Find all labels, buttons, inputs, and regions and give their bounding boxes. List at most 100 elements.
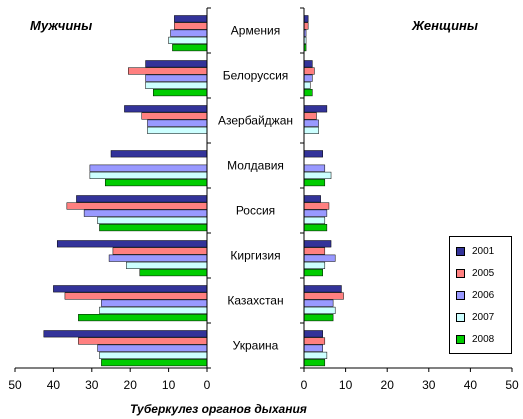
women-panel-title: Женщины <box>411 18 478 33</box>
bar-women-2006-6 <box>303 299 334 307</box>
category-labels: Армения Белоруссия Азербайджан Молдавия Росс… <box>218 24 293 353</box>
bar-men-2008-6 <box>78 314 208 322</box>
legend-label: 2005 <box>472 267 495 279</box>
bar-women-2008-1 <box>303 89 313 97</box>
bar-men-2001-7 <box>43 330 208 338</box>
bar-women-2005-1 <box>303 67 315 75</box>
legend-label: 2001 <box>472 245 495 257</box>
bar-women-2007-3 <box>303 171 332 179</box>
bar-women-2006-2 <box>303 119 319 127</box>
bar-women-2007-4 <box>303 216 326 224</box>
bar-men-2007-2 <box>147 126 208 134</box>
bar-men-2008-5 <box>139 269 208 277</box>
bar-women-2008-6 <box>303 314 334 322</box>
legend-item-2006: 2006 <box>456 289 494 301</box>
tick-label-men-50: 50 <box>8 378 22 392</box>
tick-label-men-0: 0 <box>204 378 211 392</box>
legend-swatch <box>456 268 465 278</box>
bar-women-2005-4 <box>303 202 330 210</box>
bar-men-2007-0 <box>168 36 208 44</box>
men-panel-title: Мужчины <box>30 18 92 33</box>
tick-label-men-30: 30 <box>85 378 99 392</box>
bar-men-2005-4 <box>66 202 208 210</box>
bar-women-2001-2 <box>303 105 328 113</box>
legend-item-2008: 2008 <box>456 333 494 345</box>
bar-men-2007-3 <box>89 171 208 179</box>
category-label: Киргизия <box>230 249 280 263</box>
tick-label-women-0: 0 <box>301 378 308 392</box>
bar-women-2008-4 <box>303 224 328 232</box>
bar-men-2008-1 <box>152 89 208 97</box>
bar-men-2005-1 <box>128 67 208 75</box>
bar-women-2007-7 <box>303 351 328 359</box>
bar-men-2006-2 <box>147 119 208 127</box>
bar-women-2006-3 <box>303 164 326 172</box>
bar-men-2007-6 <box>99 306 208 314</box>
women-bars <box>303 15 344 367</box>
tick-label-women-10: 10 <box>339 378 353 392</box>
bar-men-2006-4 <box>83 209 208 217</box>
bar-men-2006-1 <box>145 74 208 82</box>
bar-men-2008-4 <box>99 224 208 232</box>
bar-women-2001-1 <box>303 60 313 68</box>
bar-men-2008-3 <box>104 179 208 187</box>
bar-men-2005-2 <box>141 112 208 120</box>
bar-women-2007-5 <box>303 261 326 269</box>
legend-label: 2008 <box>472 333 495 345</box>
bar-men-2005-0 <box>174 22 208 30</box>
axis-ticks: 50 40 30 20 10 0 0 10 20 30 40 50 <box>8 7 519 392</box>
category-label: Россия <box>236 204 275 218</box>
bar-women-2001-7 <box>303 330 323 338</box>
bar-men-2006-0 <box>170 29 208 37</box>
bar-men-2006-7 <box>97 344 208 352</box>
bar-men-2006-6 <box>101 299 208 307</box>
legend-item-2005: 2005 <box>456 267 494 279</box>
bar-women-2005-0 <box>303 22 309 30</box>
bar-women-2005-2 <box>303 112 317 120</box>
bar-women-2001-3 <box>303 150 323 158</box>
tick-label-men-40: 40 <box>47 378 61 392</box>
bar-men-2005-7 <box>78 337 208 345</box>
bar-women-2005-5 <box>303 247 326 255</box>
bar-women-2006-4 <box>303 209 328 217</box>
bar-women-2001-6 <box>303 285 342 293</box>
bar-women-2006-1 <box>303 74 313 82</box>
bar-men-2007-4 <box>97 216 208 224</box>
bar-women-2006-5 <box>303 254 336 262</box>
category-label: Украина <box>233 339 279 353</box>
bar-men-2001-5 <box>56 240 208 248</box>
tick-label-women-50: 50 <box>505 378 519 392</box>
legend-swatch <box>456 246 465 256</box>
tick-label-men-10: 10 <box>162 378 176 392</box>
tick-label-women-30: 30 <box>422 378 436 392</box>
bar-men-2007-5 <box>126 261 208 269</box>
bar-men-2001-2 <box>124 105 208 113</box>
bar-women-2007-1 <box>303 81 311 89</box>
category-label: Белоруссия <box>223 69 289 83</box>
bar-women-2001-5 <box>303 240 332 248</box>
bar-women-2006-7 <box>303 344 323 352</box>
bar-men-2001-6 <box>53 285 208 293</box>
men-bars <box>43 15 208 367</box>
bar-women-2008-3 <box>303 179 326 187</box>
x-axis-title: Туберкулез органов дыхания <box>130 402 307 416</box>
bar-women-2007-2 <box>303 126 319 134</box>
bar-men-2005-6 <box>64 292 208 300</box>
legend-swatch <box>456 290 465 300</box>
legend-swatch <box>456 334 465 344</box>
legend-label: 2006 <box>472 289 495 301</box>
bar-men-2005-5 <box>112 247 208 255</box>
bar-women-2008-7 <box>303 359 326 367</box>
bar-women-2008-5 <box>303 269 323 277</box>
bar-men-2001-3 <box>110 150 208 158</box>
bar-men-2007-1 <box>145 81 208 89</box>
bar-women-2001-0 <box>303 15 309 23</box>
tick-label-men-20: 20 <box>124 378 138 392</box>
bar-men-2008-7 <box>101 359 208 367</box>
legend: 2001 2005 2006 2007 2008 <box>449 236 512 354</box>
bar-men-2001-1 <box>145 60 208 68</box>
bar-men-2001-0 <box>174 15 208 23</box>
tick-label-women-20: 20 <box>381 378 395 392</box>
category-label: Казахстан <box>227 294 283 308</box>
